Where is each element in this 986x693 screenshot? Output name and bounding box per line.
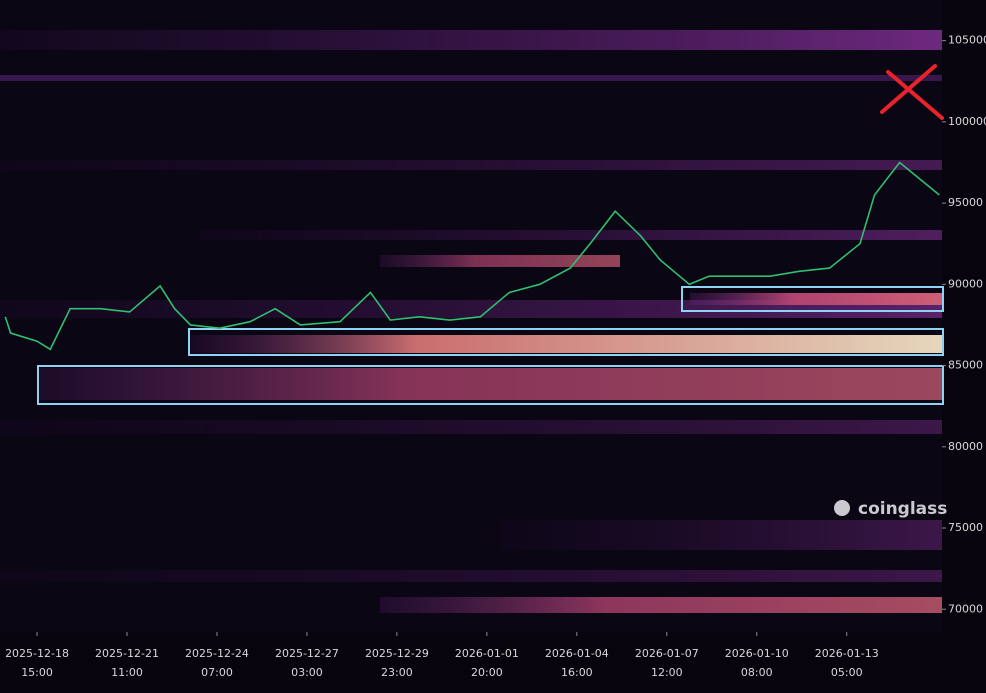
cross-stroke	[880, 64, 937, 114]
x-tick-label: 2026-01-07	[635, 647, 699, 660]
zone-box	[37, 365, 944, 405]
x-tick-label: 2025-12-27	[275, 647, 339, 660]
y-tick-label: 100000	[948, 115, 986, 128]
x-tick-sublabel: 15:00	[21, 666, 53, 679]
x-tick-sublabel: 12:00	[651, 666, 683, 679]
x-tick-sublabel: 07:00	[201, 666, 233, 679]
heat-band	[500, 520, 942, 550]
cross-mark	[880, 64, 944, 120]
heat-band	[200, 230, 942, 240]
heat-band	[380, 597, 942, 613]
heat-band	[190, 335, 942, 353]
zone-box	[188, 328, 944, 356]
y-tick-label: 85000	[948, 359, 983, 372]
watermark-icon	[834, 500, 850, 516]
x-tick-label: 2026-01-01	[455, 647, 519, 660]
x-tick-sublabel: 20:00	[471, 666, 503, 679]
x-tick-label: 2025-12-29	[365, 647, 429, 660]
heat-band	[0, 30, 942, 50]
x-tick-sublabel: 23:00	[381, 666, 413, 679]
cross-stroke	[886, 70, 944, 120]
x-tick-sublabel: 03:00	[291, 666, 323, 679]
x-tick-label: 2025-12-18	[5, 647, 69, 660]
zones	[37, 286, 944, 405]
heat-band	[380, 255, 620, 267]
price-line	[4, 161, 940, 351]
y-tick-label: 90000	[948, 277, 983, 290]
watermark-text: coinglass	[858, 499, 947, 519]
x-tick-sublabel: 11:00	[111, 666, 143, 679]
heat-band	[690, 293, 942, 305]
y-tick-label: 105000	[948, 34, 986, 47]
x-tick-sublabel: 08:00	[741, 666, 773, 679]
heatmap	[0, 30, 942, 613]
y-tick-label: 70000	[948, 602, 983, 615]
heat-band	[0, 75, 942, 81]
heat-band	[0, 160, 942, 170]
x-tick-label: 2026-01-04	[545, 647, 609, 660]
zone-box	[681, 286, 944, 312]
x-tick-sublabel: 16:00	[561, 666, 593, 679]
x-tick-label: 2026-01-10	[725, 647, 789, 660]
x-tick-label: 2025-12-21	[95, 647, 159, 660]
y-tick-label: 95000	[948, 196, 983, 209]
y-tick-label: 80000	[948, 440, 983, 453]
heat-band	[40, 368, 942, 400]
heat-band	[0, 570, 942, 582]
x-tick-sublabel: 05:00	[831, 666, 863, 679]
watermark: coinglass	[834, 499, 947, 519]
x-tick-label: 2026-01-13	[815, 647, 879, 660]
y-tick-label: 75000	[948, 521, 983, 534]
x-tick-label: 2025-12-24	[185, 647, 249, 660]
heat-band	[0, 420, 942, 434]
